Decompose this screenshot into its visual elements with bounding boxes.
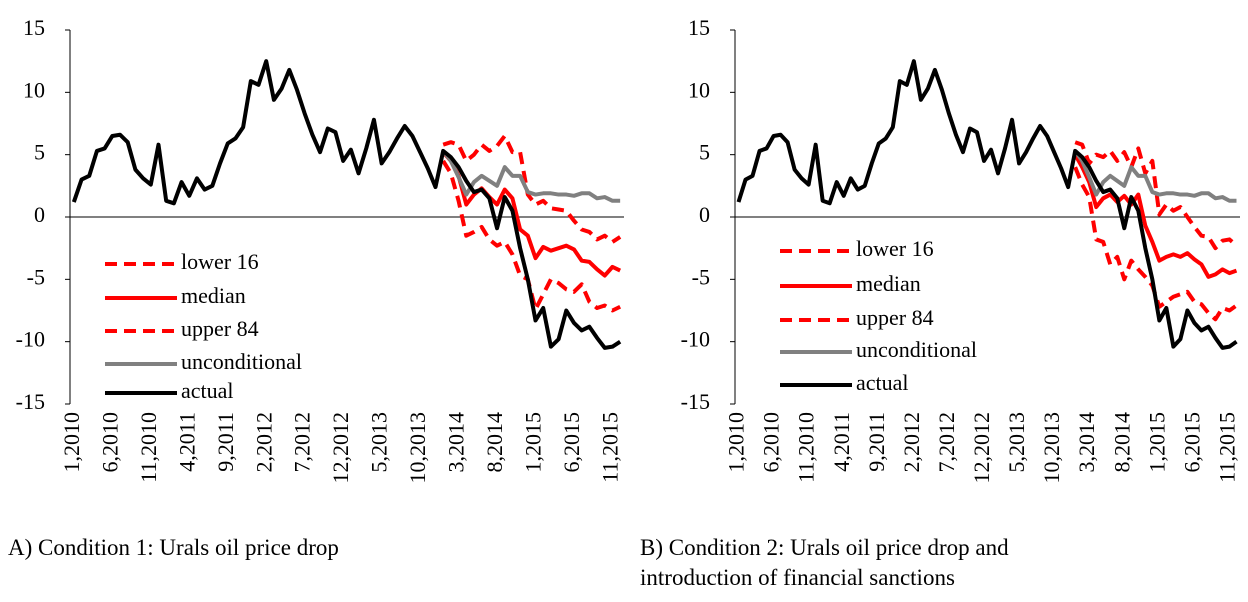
series-line (1074, 140, 1238, 251)
series-line (736, 59, 1238, 350)
series-line (1073, 149, 1237, 203)
y-tick-label: 0 (34, 202, 45, 227)
legend-label: unconditional (181, 349, 302, 374)
x-tick-label: 6,2015 (1179, 412, 1204, 473)
x-tick-label: 11,2015 (598, 412, 623, 483)
series-line (1073, 166, 1238, 322)
x-tick-label: 1,2015 (1144, 412, 1169, 473)
x-tick-label: 2,2012 (251, 412, 276, 473)
x-tick-label: 6,2010 (759, 412, 784, 473)
x-tick-label: 10,2013 (1039, 412, 1064, 484)
series-line (71, 59, 622, 350)
legend-label: median (856, 271, 921, 296)
legend-label: median (181, 283, 246, 308)
y-tick-label: -5 (692, 264, 710, 289)
legend-label: actual (181, 378, 234, 403)
y-tick-label: 15 (688, 15, 710, 40)
legend-label: upper 84 (856, 305, 934, 330)
x-tick-label: 8,2014 (482, 412, 507, 473)
y-tick-label: 0 (699, 202, 710, 227)
x-tick-label: 12,2012 (969, 412, 994, 484)
x-tick-label: 4,2011 (174, 412, 199, 472)
series-line (441, 150, 622, 278)
x-tick-label: 10,2013 (405, 412, 430, 484)
y-tick-label: 5 (699, 140, 710, 165)
legend-label: actual (856, 370, 909, 395)
series-line (442, 133, 622, 244)
x-tick-label: 1,2015 (521, 412, 546, 473)
x-tick-label: 7,2012 (290, 412, 315, 473)
y-tick-label: -5 (27, 264, 45, 289)
x-tick-label: 12,2012 (328, 412, 353, 484)
y-tick-label: 10 (23, 77, 45, 102)
x-tick-label: 11,2010 (136, 412, 161, 483)
y-tick-label: 15 (23, 15, 45, 40)
x-tick-label: 9,2011 (213, 412, 238, 472)
series-line (441, 149, 621, 203)
x-tick-label: 7,2012 (934, 412, 959, 473)
x-tick-label: 3,2014 (444, 412, 469, 473)
x-tick-label: 9,2011 (864, 412, 889, 472)
caption: A) Condition 1: Urals oil price drop (8, 535, 339, 560)
x-tick-label: 8,2014 (1109, 412, 1134, 473)
legend-label: lower 16 (856, 236, 934, 261)
x-tick-label: 11,2010 (794, 412, 819, 483)
y-tick-label: -15 (16, 389, 45, 414)
y-tick-label: -10 (16, 327, 45, 352)
x-tick-label: 2,2012 (899, 412, 924, 473)
x-tick-label: 3,2014 (1074, 412, 1099, 473)
x-tick-label: 6,2010 (97, 412, 122, 473)
x-tick-label: 1,2010 (59, 412, 84, 473)
x-tick-label: 5,2013 (367, 412, 392, 473)
series-line (1073, 153, 1238, 279)
y-tick-label: -10 (681, 327, 710, 352)
x-tick-label: 5,2013 (1004, 412, 1029, 473)
legend-label: upper 84 (181, 316, 259, 341)
caption: B) Condition 2: Urals oil price drop and… (640, 535, 1009, 590)
legend-label: lower 16 (181, 249, 259, 274)
x-tick-label: 4,2011 (829, 412, 854, 472)
x-tick-label: 6,2015 (559, 412, 584, 473)
x-tick-label: 1,2010 (724, 412, 749, 473)
y-tick-label: 10 (688, 77, 710, 102)
y-tick-label: -15 (681, 389, 710, 414)
x-tick-label: 11,2015 (1215, 412, 1240, 483)
y-tick-label: 5 (34, 140, 45, 165)
legend-label: unconditional (856, 337, 977, 362)
